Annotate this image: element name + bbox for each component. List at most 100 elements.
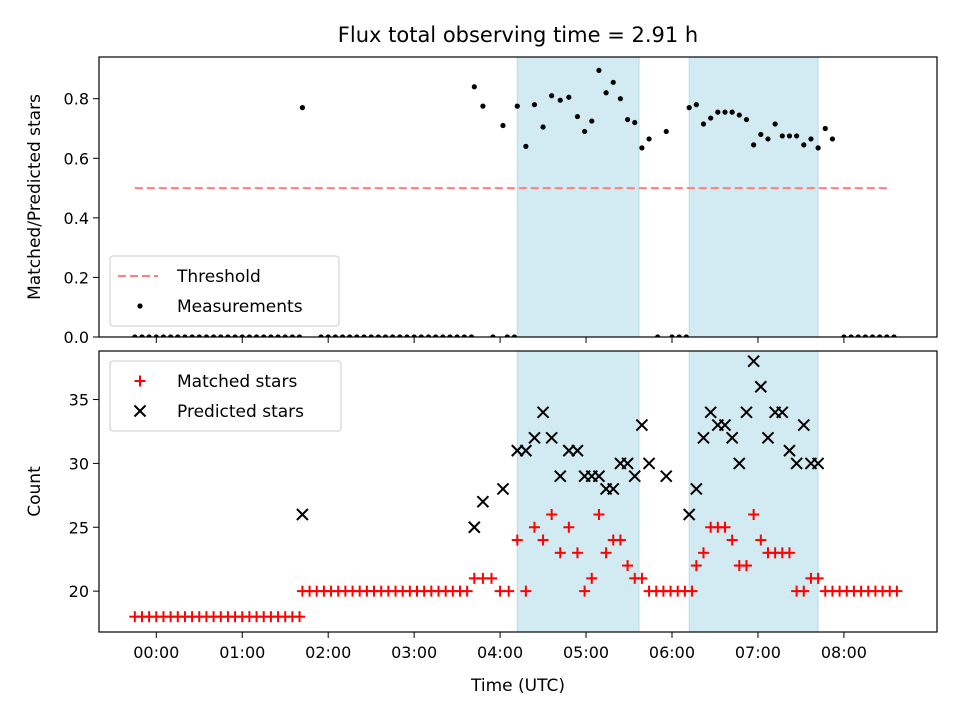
x-tick-label: 04:00 [477,643,523,662]
data-point [794,133,800,139]
data-point [461,334,467,337]
data-point [275,334,281,337]
legend-label: Predicted stars [177,402,304,422]
data-point [189,334,195,337]
data-point [504,334,510,337]
data-point [339,334,346,337]
data-point [461,585,473,597]
data-point [440,334,446,337]
data-point [210,334,217,337]
data-point [884,334,890,337]
data-point [540,124,546,130]
data-point [698,547,710,559]
data-point [862,334,868,337]
data-point [718,418,732,432]
x-axis-label: Time (UTC) [470,676,565,696]
data-point [579,585,591,597]
data-point [485,572,497,584]
data-point [600,547,612,559]
data-point [563,521,575,533]
ratio-panel: 0.0 0.2 0.4 0.6 0.8 Matched/Predicted stars Th… [25,56,938,347]
data-point [690,482,703,496]
data-point [433,334,439,337]
data-point [554,547,566,559]
y-tick-label: 0.8 [64,90,89,109]
data-point [182,334,188,337]
legend-label: Threshold [176,267,261,287]
legend-box [109,255,340,327]
data-point [617,96,624,102]
data-point [361,334,367,337]
data-point [574,113,581,120]
data-point [669,334,675,337]
data-point [347,334,353,337]
axes-frame [98,56,938,338]
data-point [294,611,306,623]
data-point [354,334,360,337]
data-point [261,334,267,337]
y-tick-label: 35 [69,391,89,410]
data-point [225,334,231,337]
plot-area [132,57,897,337]
data-point [531,102,538,108]
data-point [520,585,532,597]
data-point [621,457,634,470]
data-point [425,334,432,337]
data-point [790,457,803,470]
data-point [232,334,238,337]
data-point [761,431,775,445]
data-point [397,334,403,337]
data-point [239,334,245,337]
series-matched-stars [129,508,903,623]
series-predicted-stars [296,355,825,534]
data-point [586,572,598,584]
data-point [690,560,702,572]
y-tick-label: 20 [69,582,89,601]
legend-swatch [133,404,147,418]
data-point [536,406,550,419]
data-point [296,508,309,521]
data-point [476,495,490,508]
data-point [146,334,152,337]
data-point [751,142,757,148]
data-point [549,93,555,99]
x-tick-label: 08:00 [821,643,867,662]
x-tick-label: 00:00 [133,643,179,662]
data-point [848,334,854,337]
data-point [593,508,605,520]
data-point [318,334,324,337]
data-point [196,334,202,337]
data-point [325,334,331,337]
data-point [218,334,224,337]
data-point [743,116,750,123]
data-point [786,133,793,139]
legend-swatch [137,303,143,309]
data-point [418,334,424,337]
data-point [514,103,520,109]
data-point [663,128,669,135]
data-point [754,380,768,393]
data-point [203,334,210,337]
data-point [736,112,742,118]
chart-title: Flux total observing time = 2.91 h [338,23,698,47]
data-point [660,469,673,483]
data-point [332,334,338,337]
data-point [454,334,460,337]
data-point [500,122,506,129]
data-point [740,560,752,572]
data-point [528,431,541,445]
y-axis-label: Matched/Predicted stars [25,94,45,300]
data-point [683,334,689,337]
data-point [719,521,731,533]
data-point [655,334,661,337]
data-point [253,334,260,337]
data-point [891,334,897,337]
x-tick-label: 01:00 [219,643,265,662]
data-point [622,560,634,572]
data-point [841,334,847,337]
data-point [503,585,515,597]
data-point [246,334,253,337]
data-point [614,534,626,546]
data-point [812,572,824,584]
data-point [610,79,616,85]
